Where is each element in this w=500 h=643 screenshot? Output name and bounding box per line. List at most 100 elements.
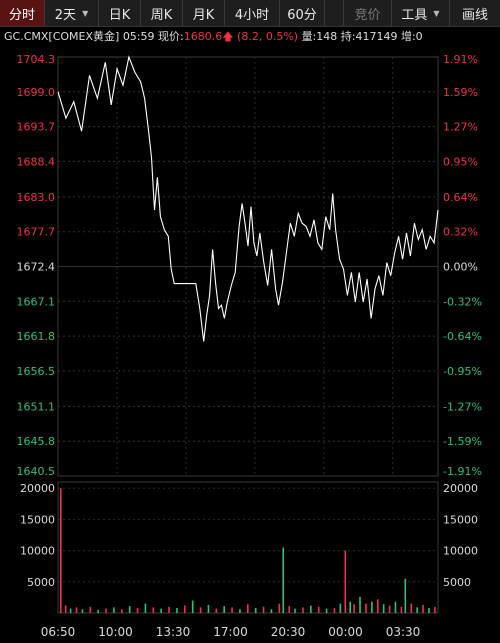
tab-4hour[interactable]: 4小时: [225, 0, 280, 26]
volume-bar: [400, 606, 403, 613]
price-tick-label: 1688.4: [17, 155, 56, 168]
time-tick-label: 10:00: [98, 625, 133, 639]
volume-bar: [434, 606, 436, 613]
time-tick-label: 17:00: [213, 625, 248, 639]
volume-value: 量:148: [301, 30, 338, 43]
volume-bar: [365, 603, 367, 613]
volume-bar: [262, 606, 265, 613]
tools-menu[interactable]: 工具 ▼: [392, 0, 450, 26]
percent-tick-label: -0.32%: [443, 295, 482, 308]
volume-bar: [353, 604, 355, 613]
tab-60min[interactable]: 60分: [280, 0, 325, 26]
price-tick-label: 1699.0: [17, 86, 56, 99]
volume-bar: [144, 603, 147, 613]
percent-tick-label: -1.27%: [443, 400, 482, 413]
current-price: 1680.6: [183, 30, 223, 43]
volume-bar: [294, 608, 296, 613]
tab-label: 日K: [108, 7, 131, 23]
price-tick-label: 1640.5: [17, 465, 56, 478]
volume-bar: [207, 604, 210, 613]
percent-tick-label: 1.91%: [443, 53, 478, 66]
price-label: 现价:: [158, 30, 184, 43]
volume-bar: [64, 605, 67, 613]
volume-bar: [288, 606, 290, 613]
volume-tick-label: 10000: [20, 545, 55, 558]
time-tick-label: 20:30: [271, 625, 306, 639]
volume-tick-label: 20000: [20, 482, 55, 495]
tab-weekly-k[interactable]: 周K: [141, 0, 183, 26]
volume-right-tick-label: 10000: [443, 545, 478, 558]
tab-label: 60分: [287, 7, 317, 23]
volume-bar: [394, 601, 397, 613]
price-change: (8.2, 0.5%): [237, 30, 299, 43]
volume-bar: [128, 606, 131, 613]
percent-tick-label: 0.32%: [443, 226, 478, 239]
volume-bar: [333, 608, 336, 613]
arrow-up-icon: 🡅: [222, 30, 234, 43]
volume-bar: [215, 608, 218, 613]
quote-info-bar: GC.CMX[COMEX黄金] 05:59 现价:1680.6🡅 (8.2, 0…: [0, 27, 500, 47]
percent-tick-label: -0.95%: [443, 365, 482, 378]
time-tick-label: 13:30: [156, 625, 191, 639]
percent-tick-label: 0.00%: [443, 261, 478, 274]
tab-intraday[interactable]: 分时: [0, 0, 45, 26]
volume-bar: [422, 604, 424, 613]
volume-bar: [152, 607, 155, 613]
tab-2day[interactable]: 2天 ▼: [45, 0, 99, 26]
volume-bar: [59, 488, 62, 613]
tab-daily-k[interactable]: 日K: [99, 0, 141, 26]
tab-label: 月K: [192, 7, 215, 23]
caret-down-icon: ▼: [433, 8, 440, 18]
percent-tick-label: -1.59%: [443, 435, 482, 448]
volume-bar: [191, 600, 194, 613]
tab-label: 2天: [54, 7, 77, 23]
symbol-name: GC.CMX[COMEX黄金]: [4, 30, 120, 43]
volume-bar: [376, 599, 379, 613]
price-series-line: [57, 55, 439, 342]
tab-label: 竞价: [354, 7, 381, 23]
percent-tick-label: -0.64%: [443, 330, 482, 343]
volume-bar: [136, 608, 139, 613]
volume-bar: [89, 606, 92, 613]
volume-bar: [254, 608, 257, 613]
price-tick-label: 1656.5: [17, 365, 56, 378]
volume-bar: [428, 608, 430, 613]
percent-tick-label: 0.64%: [443, 191, 478, 204]
volume-bar: [302, 607, 304, 613]
percent-tick-label: 1.59%: [443, 86, 478, 99]
time-tick-label: 06:50: [41, 625, 76, 639]
open-interest-value: 持:417149: [340, 30, 398, 43]
volume-tick-label: 15000: [20, 513, 55, 526]
tab-auction[interactable]: 竞价: [344, 0, 392, 26]
volume-bar: [325, 608, 328, 613]
volume-bar: [75, 607, 78, 613]
draw-line-button[interactable]: 画线: [450, 0, 500, 26]
tab-monthly-k[interactable]: 月K: [183, 0, 225, 26]
volume-bar: [404, 578, 407, 613]
volume-bar: [184, 605, 186, 613]
volume-bar: [270, 609, 273, 613]
volume-bar: [359, 596, 361, 613]
price-tick-label: 1645.8: [17, 435, 56, 448]
volume-bar: [113, 607, 115, 613]
volume-panel-frame: [57, 481, 439, 614]
volume-bar: [168, 606, 170, 613]
tab-label: 周K: [150, 7, 173, 23]
increase-value: 增:0: [400, 30, 423, 43]
volume-right-tick-label: 20000: [443, 482, 478, 495]
volume-right-tick-label: 15000: [443, 513, 478, 526]
toolbar-spacer: [325, 0, 344, 26]
time-tick-label: 03:30: [386, 625, 421, 639]
price-tick-label: 1672.4: [17, 261, 56, 274]
volume-bar: [231, 607, 233, 613]
volume-bar: [388, 605, 391, 613]
percent-tick-label: 0.95%: [443, 155, 478, 168]
tab-label: 分时: [8, 7, 35, 23]
volume-bar: [278, 603, 281, 613]
period-toolbar: 分时 2天 ▼ 日K 周K 月K 4小时 60分 竞价 工具 ▼ 画线: [0, 0, 500, 27]
volume-bar: [339, 603, 342, 613]
price-tick-label: 1677.7: [17, 226, 56, 239]
volume-bar: [176, 608, 178, 613]
percent-tick-label: 1.27%: [443, 121, 478, 134]
